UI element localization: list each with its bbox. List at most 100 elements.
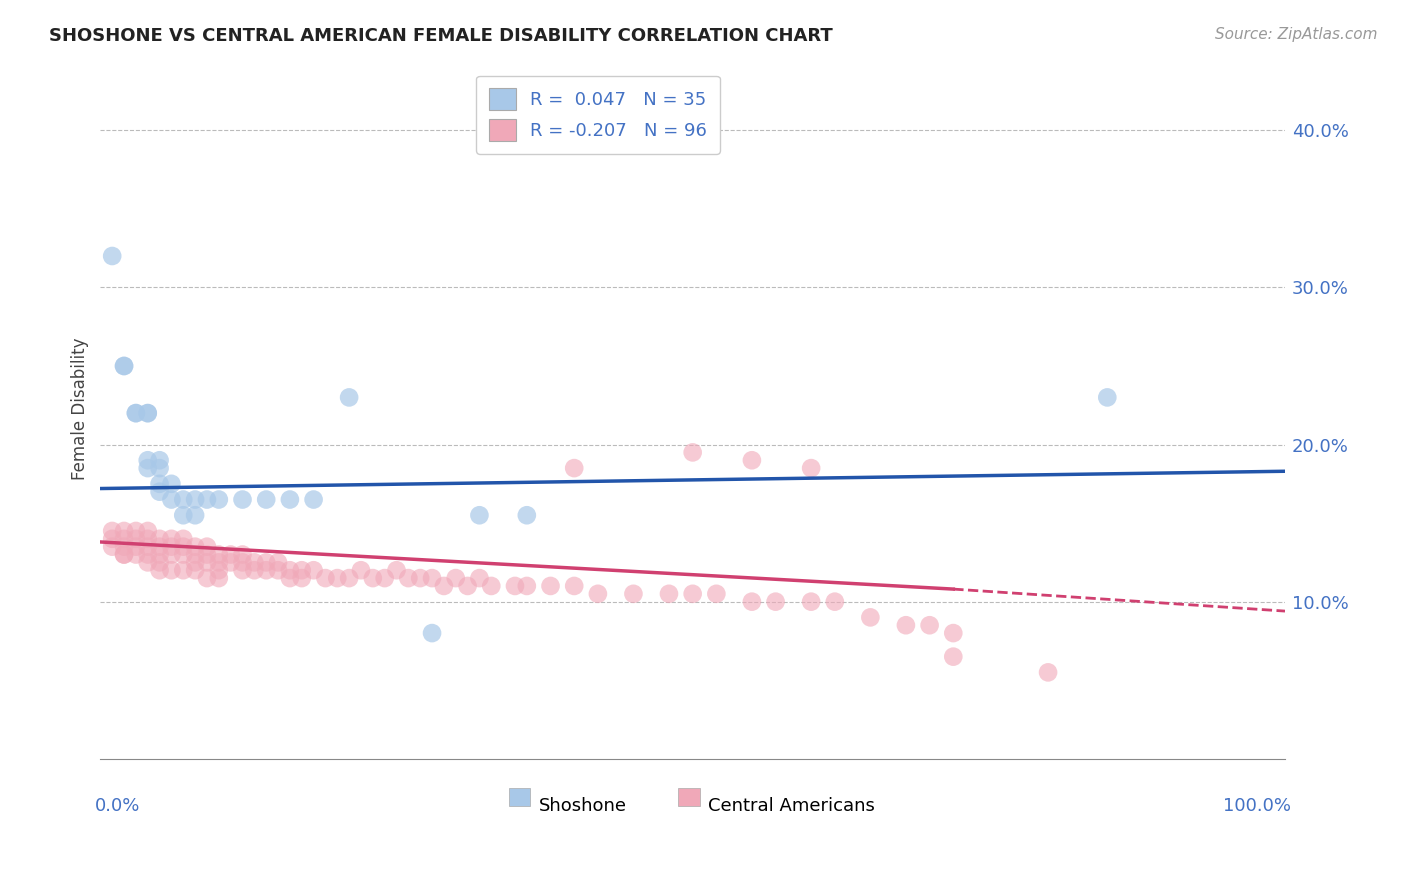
- Point: [172, 508, 194, 523]
- Point: [136, 524, 159, 538]
- Point: [184, 563, 207, 577]
- Point: [125, 406, 148, 420]
- Point: [741, 453, 763, 467]
- Point: [136, 540, 159, 554]
- Text: Central Americans: Central Americans: [709, 797, 875, 815]
- Point: [468, 571, 491, 585]
- Point: [1097, 391, 1119, 405]
- Point: [350, 563, 373, 577]
- Point: [433, 579, 456, 593]
- Point: [942, 626, 965, 640]
- FancyBboxPatch shape: [679, 789, 700, 806]
- Point: [101, 249, 124, 263]
- Point: [824, 595, 846, 609]
- Point: [337, 571, 360, 585]
- Point: [149, 563, 172, 577]
- Point: [125, 532, 148, 546]
- Point: [149, 453, 172, 467]
- Point: [208, 548, 231, 562]
- Point: [243, 563, 266, 577]
- Point: [243, 555, 266, 569]
- Point: [231, 563, 253, 577]
- Point: [254, 563, 277, 577]
- Point: [219, 555, 242, 569]
- Point: [208, 563, 231, 577]
- Point: [136, 406, 159, 420]
- Point: [302, 492, 325, 507]
- Point: [112, 532, 135, 546]
- Text: Source: ZipAtlas.com: Source: ZipAtlas.com: [1215, 27, 1378, 42]
- Point: [516, 508, 538, 523]
- Point: [160, 548, 183, 562]
- Point: [374, 571, 396, 585]
- Point: [326, 571, 349, 585]
- Point: [503, 579, 526, 593]
- Point: [278, 492, 301, 507]
- Point: [112, 359, 135, 373]
- Point: [337, 391, 360, 405]
- Point: [291, 563, 314, 577]
- Point: [136, 453, 159, 467]
- Point: [149, 476, 172, 491]
- Point: [149, 484, 172, 499]
- Point: [125, 406, 148, 420]
- Text: SHOSHONE VS CENTRAL AMERICAN FEMALE DISABILITY CORRELATION CHART: SHOSHONE VS CENTRAL AMERICAN FEMALE DISA…: [49, 27, 832, 45]
- Point: [208, 492, 231, 507]
- Point: [267, 555, 290, 569]
- Text: Shoshone: Shoshone: [538, 797, 627, 815]
- Point: [149, 555, 172, 569]
- Point: [254, 492, 277, 507]
- Point: [208, 571, 231, 585]
- Point: [195, 571, 218, 585]
- Point: [172, 532, 194, 546]
- Point: [136, 461, 159, 475]
- Point: [231, 548, 253, 562]
- Point: [136, 406, 159, 420]
- Point: [540, 579, 562, 593]
- Point: [278, 563, 301, 577]
- Point: [149, 548, 172, 562]
- Point: [468, 508, 491, 523]
- Point: [149, 532, 172, 546]
- Point: [112, 359, 135, 373]
- Point: [136, 548, 159, 562]
- Point: [101, 524, 124, 538]
- Point: [457, 579, 479, 593]
- Point: [172, 540, 194, 554]
- Text: 100.0%: 100.0%: [1223, 797, 1291, 815]
- Point: [112, 548, 135, 562]
- Point: [420, 571, 443, 585]
- Point: [195, 540, 218, 554]
- Point: [516, 579, 538, 593]
- Point: [254, 555, 277, 569]
- Y-axis label: Female Disability: Female Disability: [72, 338, 89, 481]
- Point: [396, 571, 419, 585]
- Point: [444, 571, 467, 585]
- Point: [184, 492, 207, 507]
- Point: [682, 587, 704, 601]
- Point: [562, 461, 585, 475]
- Point: [231, 555, 253, 569]
- Point: [859, 610, 882, 624]
- Point: [420, 626, 443, 640]
- Point: [160, 532, 183, 546]
- Point: [160, 540, 183, 554]
- Point: [682, 445, 704, 459]
- Point: [195, 492, 218, 507]
- Point: [125, 540, 148, 554]
- Point: [136, 532, 159, 546]
- Point: [101, 532, 124, 546]
- Point: [586, 587, 609, 601]
- Point: [184, 555, 207, 569]
- Point: [278, 571, 301, 585]
- Point: [314, 571, 336, 585]
- Point: [208, 555, 231, 569]
- Point: [800, 595, 823, 609]
- Point: [1036, 665, 1059, 680]
- Point: [112, 548, 135, 562]
- Point: [172, 548, 194, 562]
- Point: [741, 595, 763, 609]
- Point: [195, 555, 218, 569]
- Point: [160, 492, 183, 507]
- Point: [149, 540, 172, 554]
